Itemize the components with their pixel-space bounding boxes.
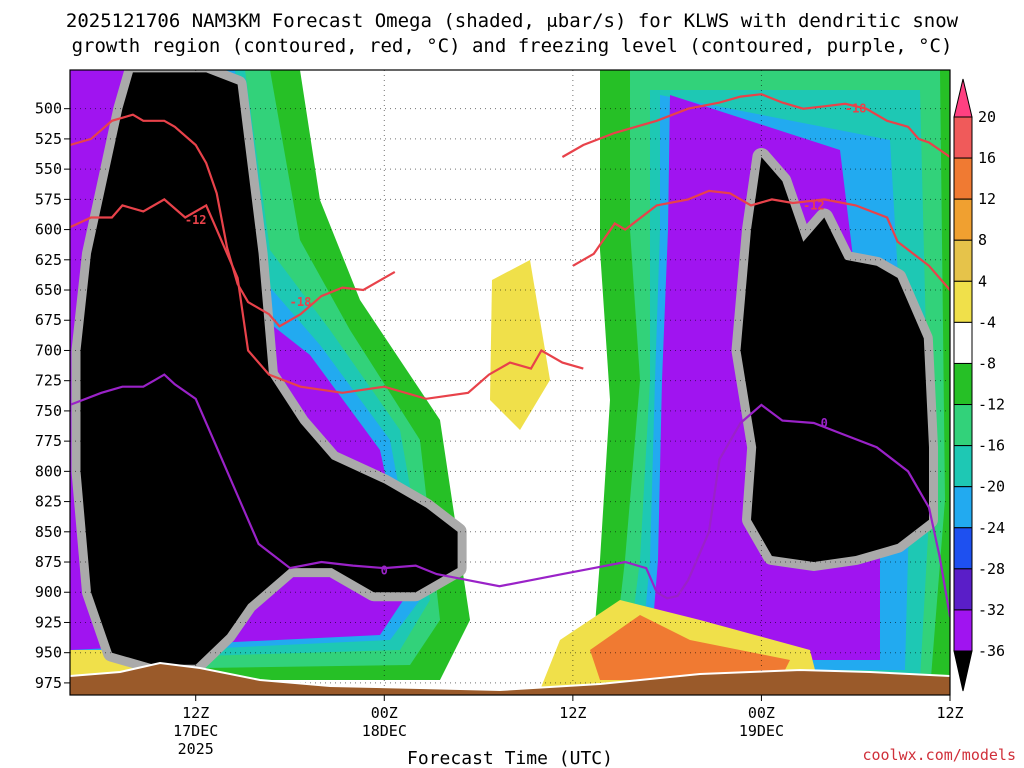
colorbar-bin xyxy=(953,280,973,323)
y-tick-label: 850 xyxy=(35,523,62,541)
x-tick-label: 12Z xyxy=(182,704,209,722)
y-tick-label: 750 xyxy=(35,402,62,420)
colorbar-label: -8 xyxy=(978,354,996,372)
y-tick-label: 600 xyxy=(35,221,62,239)
freezing-level-2-label: 0 xyxy=(821,416,828,430)
colorbar-bin xyxy=(953,609,973,652)
omega-band-orange-bottom xyxy=(590,615,790,680)
ascent-core-1 xyxy=(80,72,458,665)
dgz-minus12-contour xyxy=(70,198,584,400)
y-tick-label: 975 xyxy=(35,674,62,692)
y-tick-label: 800 xyxy=(35,462,62,480)
dgz-minus12-label: -12 xyxy=(185,213,207,227)
chart-title-line-1: 2025121706 NAM3KM Forecast Omega (shaded… xyxy=(66,10,959,32)
terrain-ground xyxy=(70,663,950,695)
x-axis-label: Forecast Time (UTC) xyxy=(407,748,613,768)
colorbar-label: 20 xyxy=(978,108,996,126)
dgz-minus18-contour xyxy=(70,113,396,328)
colorbar-bin xyxy=(953,239,973,282)
colorbar-label: -32 xyxy=(978,601,1005,619)
dgz-minus12-right-contour xyxy=(572,189,950,292)
y-tick-label: 500 xyxy=(35,100,62,118)
y-tick-label: 950 xyxy=(35,644,62,662)
colorbar-bin xyxy=(953,445,973,488)
colorbar-label: -16 xyxy=(978,437,1005,455)
colorbar-label: -28 xyxy=(978,560,1005,578)
credit-text: coolwx.com/models xyxy=(862,746,1016,764)
y-tick-label: 725 xyxy=(35,372,62,390)
colorbar: 20 16 12 8 4 -4 -8 -12 -16 -20 -24 -28 -32 -36 xyxy=(953,78,1005,692)
omega-band-yellow-center xyxy=(490,260,550,430)
y-tick-label: 525 xyxy=(35,130,62,148)
y-tick-label: 825 xyxy=(35,493,62,511)
y-tick-label: 675 xyxy=(35,311,62,329)
colorbar-bin xyxy=(953,321,973,364)
colorbar-bin xyxy=(953,568,973,611)
colorbar-label: -36 xyxy=(978,642,1005,660)
colorbar-label: 12 xyxy=(978,190,996,208)
y-tick-label: 625 xyxy=(35,251,62,269)
terrain-white-cap xyxy=(70,661,950,692)
y-tick-label: 700 xyxy=(35,341,62,359)
colorbar-label: 8 xyxy=(978,231,987,249)
colorbar-label: 4 xyxy=(978,272,987,290)
y-tick-label: 575 xyxy=(35,190,62,208)
y-tick-label: 550 xyxy=(35,160,62,178)
colorbar-bin xyxy=(953,157,973,200)
y-tick-label: 875 xyxy=(35,553,62,571)
dgz-minus18-right-label: -18 xyxy=(845,102,867,116)
y-tick-label: 925 xyxy=(35,613,62,631)
x-tick-date: 17DEC xyxy=(173,722,218,740)
y-tick-label: 900 xyxy=(35,583,62,601)
x-tick-year: 2025 xyxy=(178,740,214,758)
x-tick-date: 19DEC xyxy=(739,722,784,740)
dgz-minus18-right-contour xyxy=(561,93,950,159)
colorbar-label: -24 xyxy=(978,519,1005,537)
dgz-minus18-label: -18 xyxy=(290,295,312,309)
chart-title-line-2: growth region (contoured, red, °C) and f… xyxy=(72,35,953,57)
colorbar-label: -4 xyxy=(978,313,996,331)
x-tick-label: 12Z xyxy=(559,704,586,722)
colorbar-bin xyxy=(953,116,973,159)
ascent-core-2 xyxy=(740,157,929,562)
colorbar-bin xyxy=(953,486,973,529)
x-tick-label: 12Z xyxy=(936,704,963,722)
y-axis: 500 525 550 575 600 625 650 675 700 725 750 775 800 8… xyxy=(35,100,70,692)
dgz-minus12-right-label: -12 xyxy=(803,198,825,212)
x-tick-label: 00Z xyxy=(748,704,775,722)
y-tick-label: 650 xyxy=(35,281,62,299)
freezing-level-1-label: 0 xyxy=(381,563,388,577)
colorbar-top-arrow xyxy=(953,78,973,118)
plot-area: -18 -18 -12 -12 0 0 xyxy=(70,70,950,695)
colorbar-label: -12 xyxy=(978,396,1005,414)
colorbar-label: -20 xyxy=(978,478,1005,496)
freezing-level-2-contour xyxy=(707,403,950,618)
plot-frame xyxy=(69,69,951,696)
colorbar-bottom-arrow xyxy=(953,650,973,692)
x-tick-label: 00Z xyxy=(371,704,398,722)
x-tick-date: 18DEC xyxy=(362,722,407,740)
colorbar-bin xyxy=(953,362,973,406)
colorbar-bin xyxy=(953,198,973,241)
y-tick-label: 775 xyxy=(35,432,62,450)
colorbar-bin xyxy=(953,527,973,570)
freezing-level-1-contour xyxy=(70,373,711,600)
colorbar-bin xyxy=(953,404,973,447)
colorbar-label: 16 xyxy=(978,149,996,167)
